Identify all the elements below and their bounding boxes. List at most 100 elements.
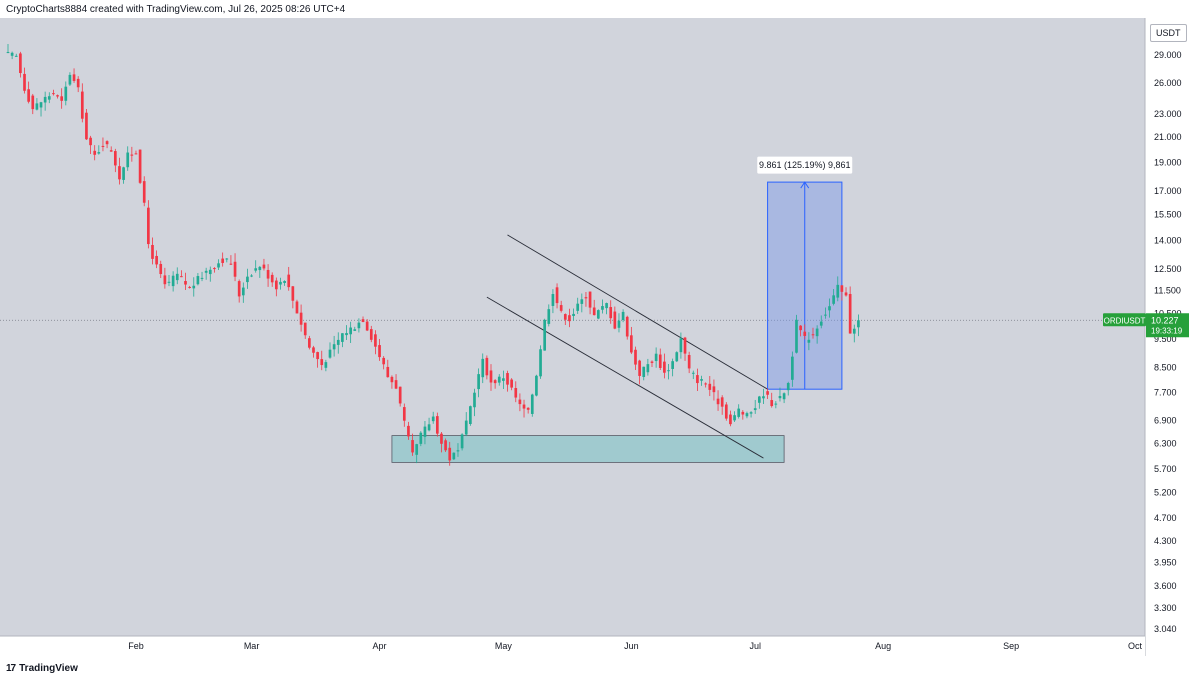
candle <box>506 370 509 392</box>
candle <box>361 316 365 323</box>
candle <box>80 83 84 123</box>
symbol-label-box <box>1103 313 1146 327</box>
candle <box>415 443 419 464</box>
candle-body <box>435 416 439 434</box>
candle <box>435 412 439 437</box>
candle-body <box>213 268 216 270</box>
candle <box>481 353 485 384</box>
candle <box>638 359 641 385</box>
candle <box>807 332 811 351</box>
candle-body <box>522 404 526 409</box>
candle-body <box>572 313 575 316</box>
candle <box>122 166 125 184</box>
candle-body <box>696 375 699 384</box>
candle <box>93 145 97 161</box>
candle-body <box>365 321 369 331</box>
candle <box>799 325 802 337</box>
candle-body <box>184 281 187 285</box>
candle <box>241 282 245 303</box>
candle-body <box>584 297 588 299</box>
candle-body <box>762 396 765 399</box>
candle-body <box>85 112 88 140</box>
candle <box>687 351 691 374</box>
candle-body <box>795 319 798 353</box>
candle <box>118 157 121 185</box>
candle-body <box>52 93 55 95</box>
candle-body <box>663 361 666 373</box>
candle-body <box>254 268 258 271</box>
candle-body <box>130 154 134 156</box>
candle-body <box>398 386 402 404</box>
x-tick-label: Apr <box>373 641 387 651</box>
candle-body <box>138 149 142 183</box>
candle-body <box>349 327 352 335</box>
y-tick-label: 8.500 <box>1154 362 1177 372</box>
candle <box>279 277 282 290</box>
y-tick-label: 7.700 <box>1154 387 1177 397</box>
candle <box>192 277 196 297</box>
candle-body <box>469 406 472 424</box>
candle <box>76 76 80 93</box>
candle-body <box>353 329 357 331</box>
candle-body <box>617 320 621 328</box>
candle <box>469 405 472 426</box>
time-axis[interactable]: Feb Mar Apr May Jun Jul Aug Sep Oct <box>128 641 1142 651</box>
candle-body <box>291 286 295 301</box>
candle-body <box>510 379 513 388</box>
candle <box>274 277 278 297</box>
candle <box>365 319 369 332</box>
candle <box>737 404 741 419</box>
candle-body <box>357 322 361 329</box>
candle-body <box>204 270 208 273</box>
candle-body <box>526 407 530 410</box>
candle-body <box>320 359 324 366</box>
candle <box>19 51 22 78</box>
candle <box>774 401 778 409</box>
candle <box>142 176 146 207</box>
candle-body <box>221 258 225 263</box>
candle-body <box>506 373 509 385</box>
candle-body <box>258 266 262 271</box>
candle-body <box>481 358 485 378</box>
plot-background <box>0 18 1145 656</box>
candle <box>840 285 844 301</box>
candle-body <box>683 337 687 354</box>
candle-body <box>14 55 18 57</box>
candle <box>592 299 596 316</box>
candle <box>786 381 790 396</box>
candle-body <box>848 293 852 334</box>
candle-body <box>559 305 563 311</box>
candle <box>208 266 212 282</box>
candle <box>303 322 307 339</box>
candle-body <box>229 263 233 265</box>
candle-body <box>341 333 344 342</box>
candle <box>696 368 699 391</box>
candle-body <box>31 95 35 110</box>
candle <box>229 255 233 266</box>
y-tick-label: 4.300 <box>1154 536 1177 546</box>
x-tick-label: Feb <box>128 641 144 651</box>
candle-body <box>196 276 200 285</box>
candle-body <box>807 339 811 343</box>
candle <box>200 271 204 282</box>
candle-body <box>10 52 14 56</box>
candle <box>605 302 608 315</box>
candle <box>663 353 666 379</box>
candle-body <box>543 319 547 351</box>
candle <box>836 276 840 302</box>
candle <box>824 307 827 319</box>
candle-body <box>192 285 196 289</box>
y-tick-label: 3.950 <box>1154 557 1177 567</box>
countdown-label: 19:33:19 <box>1151 326 1183 335</box>
candle <box>35 98 39 111</box>
candle <box>535 374 538 397</box>
candle-body <box>180 276 183 278</box>
candle-body <box>56 95 59 97</box>
candle-body <box>419 432 423 444</box>
y-tick-label: 23.000 <box>1154 109 1182 119</box>
x-tick-label: Jun <box>624 641 639 651</box>
candle-body <box>551 294 555 306</box>
currency-badge[interactable]: USDT <box>1150 24 1187 42</box>
candle-body <box>246 276 249 283</box>
